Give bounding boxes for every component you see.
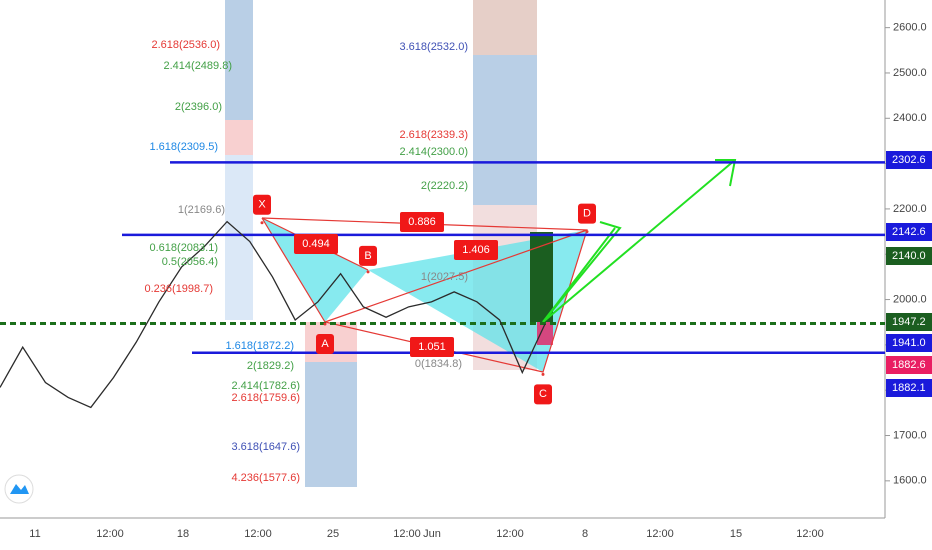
fib-label: 2.618(2339.3) <box>400 129 469 141</box>
pattern-outline <box>324 229 588 323</box>
y-tick-label: 2600.0 <box>893 22 927 34</box>
y-tick-label: 2400.0 <box>893 112 927 124</box>
ratio-label: 1.406 <box>462 244 490 256</box>
ratio-badge <box>454 240 498 260</box>
pattern-point <box>541 372 545 376</box>
fib-label: 2(1829.2) <box>247 360 294 372</box>
point-label: X <box>258 199 266 211</box>
price-tag-label: 1882.6 <box>892 359 926 371</box>
ratio-label: 0.886 <box>408 216 436 228</box>
ratio-badge <box>410 337 454 357</box>
price-tag-label: 2142.6 <box>892 226 926 238</box>
ratio-badge <box>400 212 444 232</box>
x-tick-label: 12:00 <box>796 528 824 540</box>
x-tick-label: 12:00 <box>496 528 524 540</box>
fib-label: 0.618(2083.1) <box>150 242 219 254</box>
point-label: D <box>583 207 591 219</box>
point-badge <box>359 245 377 266</box>
point-badge <box>578 203 596 224</box>
ratio-label: 1.051 <box>418 341 446 353</box>
fib-box <box>225 155 253 320</box>
fib-box <box>305 362 357 487</box>
ratio-label: 0.494 <box>302 238 330 250</box>
pattern-triangle <box>262 218 368 322</box>
x-tick-label: 12:00 <box>244 528 272 540</box>
arrow <box>715 159 737 187</box>
y-tick-label: 2000.0 <box>893 293 927 305</box>
x-tick-label: 12:00 <box>393 528 421 540</box>
y-tick-label: 2200.0 <box>893 203 927 215</box>
fib-label: 2.618(2536.0) <box>152 39 221 51</box>
arrow <box>542 159 736 323</box>
pattern-point <box>323 322 327 326</box>
arrow <box>542 221 622 323</box>
y-tick-label: 1700.0 <box>893 429 927 441</box>
x-tick-label: 12:00 <box>96 528 124 540</box>
fib-label: 1.618(1872.2) <box>226 340 295 352</box>
fib-label: 2(2220.2) <box>421 180 468 192</box>
fib-label: 2.414(2300.0) <box>400 146 469 158</box>
fib-box <box>473 0 537 55</box>
price-tag <box>886 247 932 265</box>
fib-label: 0.5(2056.4) <box>162 256 218 268</box>
fib-label: 1(2169.6) <box>178 204 225 216</box>
logo <box>4 474 34 504</box>
fib-box <box>225 120 253 155</box>
y-tick-label: 2500.0 <box>893 67 927 79</box>
x-tick-label: 11 <box>29 528 40 540</box>
price-tag-label: 2302.6 <box>892 154 926 166</box>
x-tick-label: 12:00 <box>646 528 674 540</box>
pattern-point <box>366 270 370 274</box>
fib-label: 0.236(1998.7) <box>145 283 214 295</box>
position-box <box>537 322 553 345</box>
position-box <box>530 232 553 322</box>
price-tag <box>886 356 932 374</box>
point-label: C <box>539 388 547 400</box>
fib-label: 2.414(1782.6) <box>232 380 301 392</box>
fib-label: 3.618(1647.6) <box>232 441 301 453</box>
pattern-point <box>260 221 264 225</box>
pattern-point <box>585 230 589 234</box>
fib-label: 4.236(1577.6) <box>232 472 301 484</box>
price-tag <box>886 334 932 352</box>
point-label: A <box>321 338 329 350</box>
price-tag <box>886 151 932 169</box>
x-tick-label: 25 <box>327 528 339 540</box>
point-badge <box>534 384 552 405</box>
x-tick-label: 8 <box>582 528 588 540</box>
fib-label: 1.618(2309.5) <box>150 141 219 153</box>
price-tag <box>886 313 932 331</box>
x-tick-label: Jun <box>423 528 441 540</box>
price-tag <box>886 223 932 241</box>
arrow <box>542 227 616 323</box>
point-label: B <box>364 250 371 262</box>
price-tag-label: 2140.0 <box>892 250 926 262</box>
y-tick-label: 1600.0 <box>893 475 927 487</box>
fib-label: 0(1834.8) <box>415 358 462 370</box>
price-tag-label: 1882.1 <box>892 382 926 394</box>
price-tag-label: 1941.0 <box>892 337 926 349</box>
pattern-outline <box>261 217 588 373</box>
ratio-badge <box>294 234 338 254</box>
x-tick-label: 18 <box>177 528 189 540</box>
price-tag <box>886 379 932 397</box>
fib-label: 3.618(2532.0) <box>400 41 469 53</box>
price-tag-label: 1947.2 <box>892 316 926 328</box>
projection-arrows <box>542 159 737 323</box>
point-badge <box>316 334 334 355</box>
logo-mark <box>10 484 29 494</box>
fib-label: 2(2396.0) <box>175 101 222 113</box>
fib-box <box>473 55 537 205</box>
fib-label: 1(2027.5) <box>421 271 468 283</box>
x-tick-label: 15 <box>730 528 742 540</box>
price-line <box>0 220 546 409</box>
point-badge <box>253 194 271 215</box>
fib-label: 2.414(2489.8) <box>164 60 233 72</box>
fib-label: 2.618(1759.6) <box>232 392 301 404</box>
